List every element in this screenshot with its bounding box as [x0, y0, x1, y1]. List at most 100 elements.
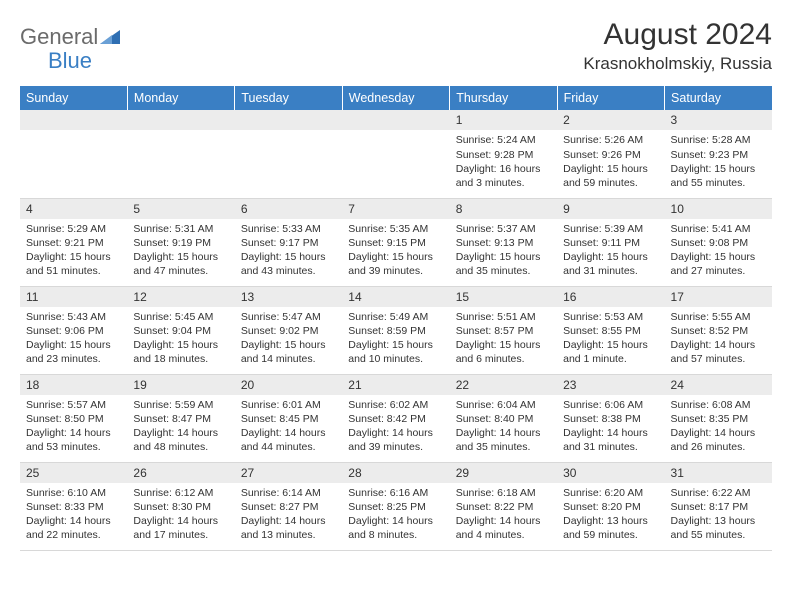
- day-sun-info: Sunrise: 5:29 AMSunset: 9:21 PMDaylight:…: [20, 219, 127, 283]
- day-number: 17: [665, 287, 772, 307]
- day-number: 29: [450, 463, 557, 483]
- day-sun-info: Sunrise: 5:24 AMSunset: 9:28 PMDaylight:…: [450, 130, 557, 194]
- day-number-empty: [127, 110, 234, 130]
- day-number-empty: [342, 110, 449, 130]
- day-number: 27: [235, 463, 342, 483]
- calendar-day-cell: 11Sunrise: 5:43 AMSunset: 9:06 PMDayligh…: [20, 286, 127, 374]
- day-number: 9: [557, 199, 664, 219]
- month-title: August 2024: [583, 18, 772, 52]
- day-sun-info: Sunrise: 5:28 AMSunset: 9:23 PMDaylight:…: [665, 130, 772, 194]
- day-number-empty: [235, 110, 342, 130]
- calendar-day-cell: [342, 110, 449, 198]
- day-sun-info: Sunrise: 6:02 AMSunset: 8:42 PMDaylight:…: [342, 395, 449, 459]
- day-number: 1: [450, 110, 557, 130]
- calendar-week-row: 4Sunrise: 5:29 AMSunset: 9:21 PMDaylight…: [20, 198, 772, 286]
- calendar-week-row: 1Sunrise: 5:24 AMSunset: 9:28 PMDaylight…: [20, 110, 772, 198]
- day-sun-info: Sunrise: 5:26 AMSunset: 9:26 PMDaylight:…: [557, 130, 664, 194]
- calendar-day-cell: 18Sunrise: 5:57 AMSunset: 8:50 PMDayligh…: [20, 374, 127, 462]
- brand-word1: General: [20, 24, 98, 50]
- day-number: 25: [20, 463, 127, 483]
- calendar-week-row: 11Sunrise: 5:43 AMSunset: 9:06 PMDayligh…: [20, 286, 772, 374]
- day-sun-info: Sunrise: 5:47 AMSunset: 9:02 PMDaylight:…: [235, 307, 342, 371]
- calendar-week-row: 18Sunrise: 5:57 AMSunset: 8:50 PMDayligh…: [20, 374, 772, 462]
- day-number: 8: [450, 199, 557, 219]
- day-sun-info: Sunrise: 5:53 AMSunset: 8:55 PMDaylight:…: [557, 307, 664, 371]
- weekday-header: Tuesday: [235, 86, 342, 110]
- calendar-day-cell: 5Sunrise: 5:31 AMSunset: 9:19 PMDaylight…: [127, 198, 234, 286]
- day-number: 23: [557, 375, 664, 395]
- day-number: 15: [450, 287, 557, 307]
- calendar-day-cell: [235, 110, 342, 198]
- calendar-day-cell: 12Sunrise: 5:45 AMSunset: 9:04 PMDayligh…: [127, 286, 234, 374]
- day-sun-info: Sunrise: 6:18 AMSunset: 8:22 PMDaylight:…: [450, 483, 557, 547]
- calendar-day-cell: 1Sunrise: 5:24 AMSunset: 9:28 PMDaylight…: [450, 110, 557, 198]
- day-number: 7: [342, 199, 449, 219]
- calendar-day-cell: 22Sunrise: 6:04 AMSunset: 8:40 PMDayligh…: [450, 374, 557, 462]
- calendar-table: SundayMondayTuesdayWednesdayThursdayFrid…: [20, 86, 772, 551]
- day-number: 16: [557, 287, 664, 307]
- calendar-day-cell: 8Sunrise: 5:37 AMSunset: 9:13 PMDaylight…: [450, 198, 557, 286]
- day-number: 21: [342, 375, 449, 395]
- calendar-day-cell: 24Sunrise: 6:08 AMSunset: 8:35 PMDayligh…: [665, 374, 772, 462]
- calendar-day-cell: 31Sunrise: 6:22 AMSunset: 8:17 PMDayligh…: [665, 462, 772, 550]
- day-sun-info: Sunrise: 5:59 AMSunset: 8:47 PMDaylight:…: [127, 395, 234, 459]
- day-sun-info: Sunrise: 5:51 AMSunset: 8:57 PMDaylight:…: [450, 307, 557, 371]
- page-header: GeneralBlue August 2024 Krasnokholmskiy,…: [20, 18, 772, 74]
- day-sun-info: Sunrise: 5:37 AMSunset: 9:13 PMDaylight:…: [450, 219, 557, 283]
- day-sun-info: Sunrise: 5:45 AMSunset: 9:04 PMDaylight:…: [127, 307, 234, 371]
- day-number: 20: [235, 375, 342, 395]
- calendar-day-cell: 10Sunrise: 5:41 AMSunset: 9:08 PMDayligh…: [665, 198, 772, 286]
- day-number-empty: [20, 110, 127, 130]
- day-sun-info: Sunrise: 6:10 AMSunset: 8:33 PMDaylight:…: [20, 483, 127, 547]
- day-sun-info: Sunrise: 5:49 AMSunset: 8:59 PMDaylight:…: [342, 307, 449, 371]
- day-number: 26: [127, 463, 234, 483]
- calendar-week-row: 25Sunrise: 6:10 AMSunset: 8:33 PMDayligh…: [20, 462, 772, 550]
- calendar-day-cell: 23Sunrise: 6:06 AMSunset: 8:38 PMDayligh…: [557, 374, 664, 462]
- day-number: 6: [235, 199, 342, 219]
- calendar-day-cell: 28Sunrise: 6:16 AMSunset: 8:25 PMDayligh…: [342, 462, 449, 550]
- weekday-header-row: SundayMondayTuesdayWednesdayThursdayFrid…: [20, 86, 772, 110]
- calendar-day-cell: 2Sunrise: 5:26 AMSunset: 9:26 PMDaylight…: [557, 110, 664, 198]
- calendar-day-cell: 30Sunrise: 6:20 AMSunset: 8:20 PMDayligh…: [557, 462, 664, 550]
- day-number: 14: [342, 287, 449, 307]
- location-label: Krasnokholmskiy, Russia: [583, 54, 772, 74]
- calendar-day-cell: [20, 110, 127, 198]
- calendar-day-cell: 19Sunrise: 5:59 AMSunset: 8:47 PMDayligh…: [127, 374, 234, 462]
- weekday-header: Sunday: [20, 86, 127, 110]
- day-sun-info: Sunrise: 5:57 AMSunset: 8:50 PMDaylight:…: [20, 395, 127, 459]
- day-number: 18: [20, 375, 127, 395]
- calendar-day-cell: 16Sunrise: 5:53 AMSunset: 8:55 PMDayligh…: [557, 286, 664, 374]
- day-sun-info: Sunrise: 5:33 AMSunset: 9:17 PMDaylight:…: [235, 219, 342, 283]
- calendar-day-cell: [127, 110, 234, 198]
- calendar-day-cell: 29Sunrise: 6:18 AMSunset: 8:22 PMDayligh…: [450, 462, 557, 550]
- day-sun-info: Sunrise: 5:43 AMSunset: 9:06 PMDaylight:…: [20, 307, 127, 371]
- calendar-day-cell: 14Sunrise: 5:49 AMSunset: 8:59 PMDayligh…: [342, 286, 449, 374]
- calendar-day-cell: 7Sunrise: 5:35 AMSunset: 9:15 PMDaylight…: [342, 198, 449, 286]
- weekday-header: Thursday: [450, 86, 557, 110]
- day-sun-info: Sunrise: 6:16 AMSunset: 8:25 PMDaylight:…: [342, 483, 449, 547]
- day-number: 10: [665, 199, 772, 219]
- day-number: 13: [235, 287, 342, 307]
- day-sun-info: Sunrise: 6:12 AMSunset: 8:30 PMDaylight:…: [127, 483, 234, 547]
- day-number: 12: [127, 287, 234, 307]
- day-number: 19: [127, 375, 234, 395]
- calendar-day-cell: 17Sunrise: 5:55 AMSunset: 8:52 PMDayligh…: [665, 286, 772, 374]
- day-number: 28: [342, 463, 449, 483]
- brand-triangle-icon: [100, 28, 120, 44]
- day-number: 2: [557, 110, 664, 130]
- day-number: 11: [20, 287, 127, 307]
- calendar-day-cell: 25Sunrise: 6:10 AMSunset: 8:33 PMDayligh…: [20, 462, 127, 550]
- brand-logo: GeneralBlue: [20, 24, 120, 74]
- calendar-day-cell: 13Sunrise: 5:47 AMSunset: 9:02 PMDayligh…: [235, 286, 342, 374]
- day-sun-info: Sunrise: 6:22 AMSunset: 8:17 PMDaylight:…: [665, 483, 772, 547]
- calendar-day-cell: 26Sunrise: 6:12 AMSunset: 8:30 PMDayligh…: [127, 462, 234, 550]
- brand-word2: Blue: [48, 48, 92, 74]
- day-sun-info: Sunrise: 5:35 AMSunset: 9:15 PMDaylight:…: [342, 219, 449, 283]
- weekday-header: Wednesday: [342, 86, 449, 110]
- calendar-day-cell: 27Sunrise: 6:14 AMSunset: 8:27 PMDayligh…: [235, 462, 342, 550]
- day-sun-info: Sunrise: 5:55 AMSunset: 8:52 PMDaylight:…: [665, 307, 772, 371]
- day-number: 30: [557, 463, 664, 483]
- day-number: 4: [20, 199, 127, 219]
- weekday-header: Friday: [557, 86, 664, 110]
- day-sun-info: Sunrise: 5:41 AMSunset: 9:08 PMDaylight:…: [665, 219, 772, 283]
